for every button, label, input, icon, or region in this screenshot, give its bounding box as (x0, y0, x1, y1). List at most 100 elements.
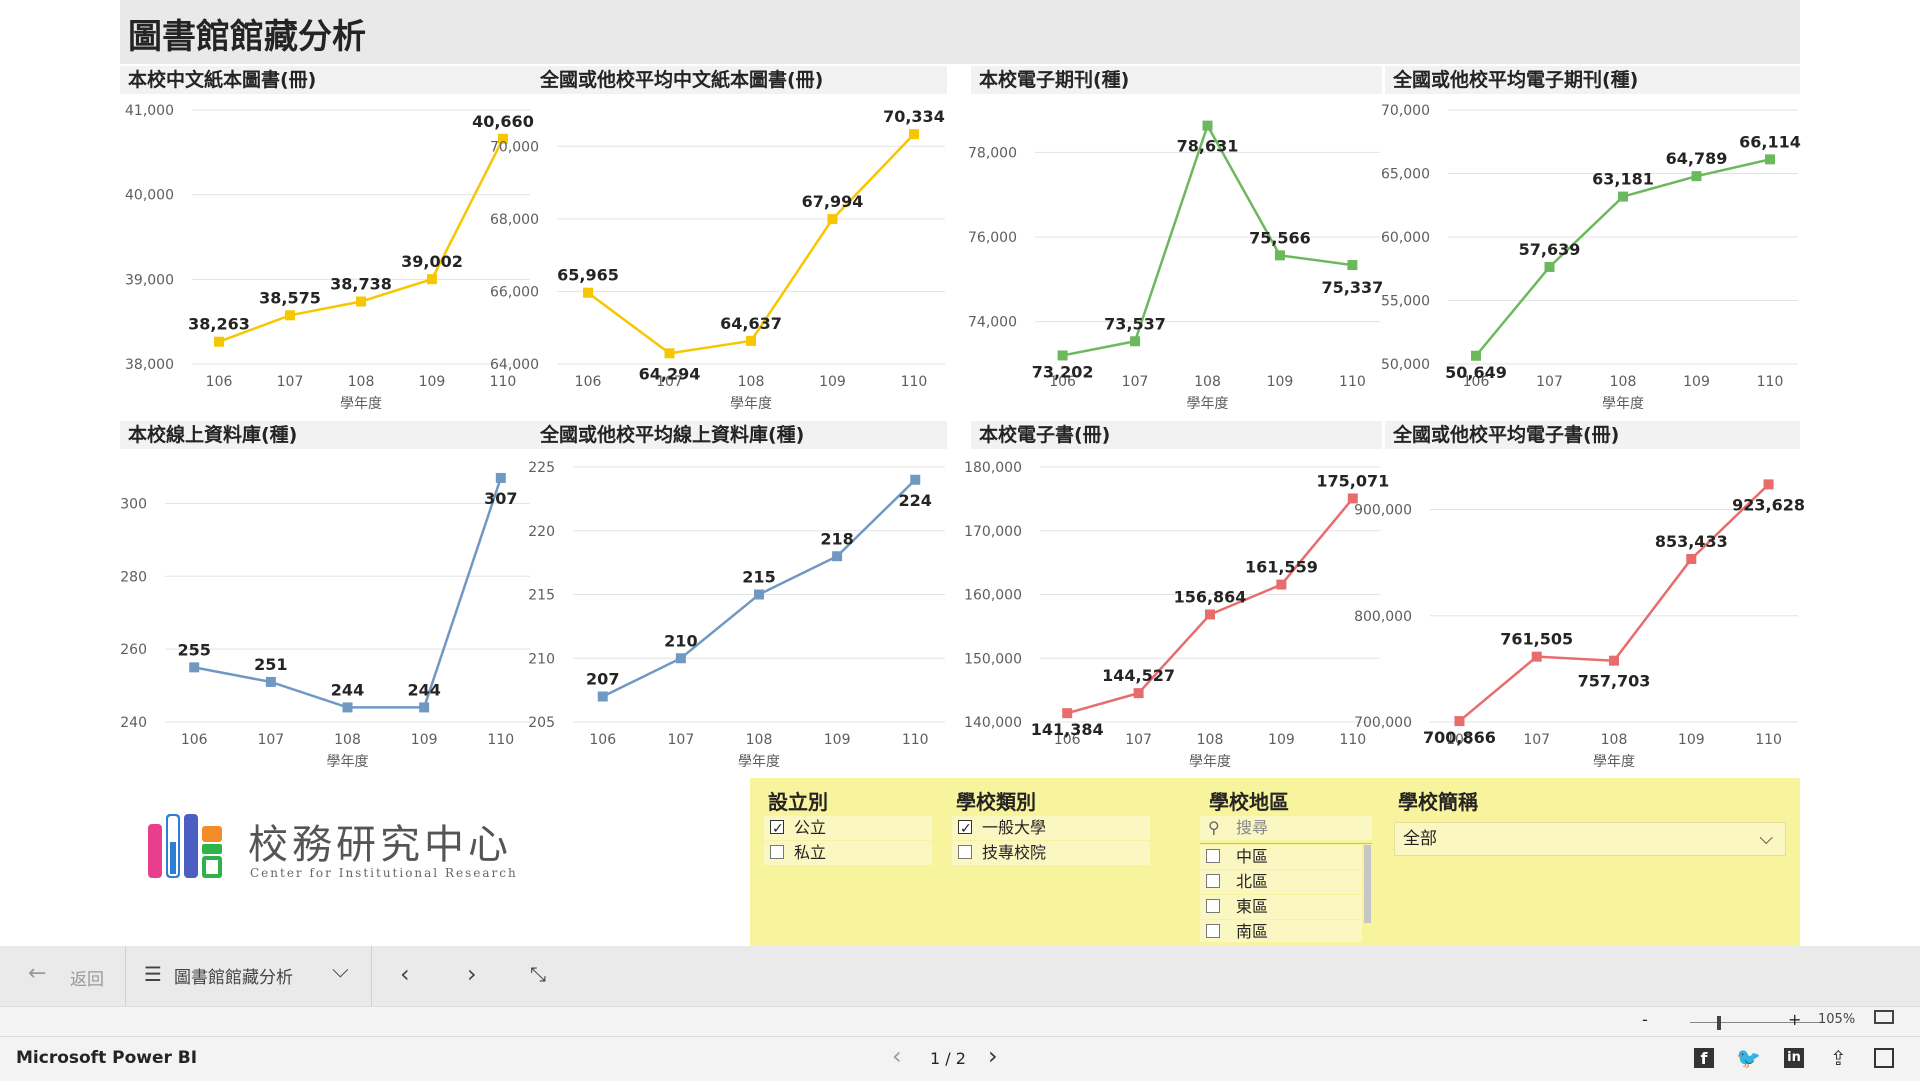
x-tick-label: 107 (277, 374, 304, 390)
data-point[interactable] (1763, 479, 1774, 490)
data-point[interactable] (1691, 171, 1702, 182)
checkbox-unchecked-icon[interactable] (770, 845, 784, 859)
x-tick-label: 110 (902, 732, 929, 748)
logo-subtitle: Center for Institutional Research (250, 866, 518, 880)
chevron-down-icon[interactable]: ⌵ (332, 958, 349, 983)
page-selector-label[interactable]: 圖書館館藏分析 (174, 968, 293, 988)
slicer-setup-option-private[interactable]: 私立 (764, 841, 932, 865)
zoom-slider[interactable]: - + (1642, 1010, 1820, 1032)
checkbox-unchecked-icon[interactable] (1206, 874, 1220, 888)
checkbox-checked-icon[interactable] (770, 817, 784, 841)
data-point[interactable] (583, 287, 594, 298)
data-point[interactable] (356, 296, 366, 307)
fit-to-page-icon[interactable] (1874, 1010, 1894, 1024)
data-label: 761,505 (1500, 630, 1573, 649)
fullscreen-icon[interactable] (1874, 1048, 1894, 1068)
slicer-school-dropdown[interactable]: 全部 ⌵ (1394, 822, 1786, 856)
linkedin-icon[interactable]: in (1784, 1048, 1804, 1068)
data-point[interactable] (1454, 716, 1465, 727)
data-point[interactable] (497, 133, 508, 144)
data-point[interactable] (495, 472, 506, 483)
zoom-thumb[interactable] (1717, 1016, 1721, 1030)
series-line (602, 478, 917, 698)
data-point[interactable] (1544, 261, 1555, 272)
slicer-region-option-central[interactable]: 中區 (1200, 845, 1362, 869)
data-point[interactable] (1609, 655, 1619, 666)
data-label: 73,202 (1032, 362, 1094, 381)
previous-page-footer-icon[interactable]: ‹ (892, 1042, 902, 1070)
data-point[interactable] (189, 662, 200, 673)
next-page-footer-icon[interactable]: › (988, 1042, 998, 1070)
data-point[interactable] (426, 274, 437, 285)
slicer-region-option-east[interactable]: 東區 (1200, 895, 1362, 919)
slicer-region-scrollbar[interactable] (1364, 845, 1371, 923)
data-point[interactable] (1276, 579, 1287, 590)
zoom-out-icon[interactable]: - (1642, 1010, 1648, 1029)
data-point[interactable] (664, 348, 675, 359)
data-point[interactable] (832, 551, 843, 562)
next-page-icon[interactable]: › (467, 960, 477, 988)
data-point[interactable] (1133, 688, 1144, 699)
data-label: 224 (899, 491, 932, 510)
checkbox-unchecked-icon[interactable] (1206, 899, 1220, 913)
back-arrow-icon[interactable]: ← (28, 961, 47, 986)
zoom-in-icon[interactable]: + (1788, 1010, 1802, 1029)
slicer-school-title: 學校簡稱 (1398, 790, 1478, 814)
slicer-region-search[interactable]: ⚲ 搜尋 (1200, 816, 1372, 840)
data-point[interactable] (908, 129, 919, 140)
slicer-region-option-north[interactable]: 北區 (1200, 870, 1362, 894)
chart-title-5: 本校線上資料庫(種) (120, 421, 532, 449)
data-point[interactable] (1686, 553, 1697, 564)
share-icon[interactable]: ⇪ (1830, 1046, 1847, 1070)
data-point[interactable] (1618, 191, 1628, 202)
data-point[interactable] (265, 676, 276, 687)
data-label: 757,703 (1578, 672, 1651, 691)
collapse-icon[interactable]: ⤡ (530, 962, 546, 986)
data-point[interactable] (1471, 350, 1481, 361)
data-point[interactable] (597, 691, 608, 702)
data-point[interactable] (1347, 260, 1358, 271)
y-tick-label: 160,000 (964, 588, 1022, 604)
slicer-region-option-south[interactable]: 南區 (1200, 920, 1362, 942)
data-point[interactable] (1130, 336, 1141, 347)
data-point[interactable] (1347, 493, 1358, 504)
checkbox-unchecked-icon[interactable] (1206, 924, 1220, 938)
data-point[interactable] (1205, 609, 1215, 620)
data-point[interactable] (910, 474, 921, 485)
data-point[interactable] (419, 702, 430, 713)
x-tick-label: 109 (1268, 732, 1295, 748)
data-point[interactable] (754, 589, 764, 600)
data-point[interactable] (675, 653, 686, 664)
data-point[interactable] (827, 214, 838, 225)
data-point[interactable] (1765, 154, 1775, 165)
data-point[interactable] (1531, 651, 1542, 662)
slicer-setup-option-public[interactable]: 公立 (764, 816, 932, 841)
x-tick-label: 109 (1678, 732, 1705, 748)
x-tick-label: 106 (1463, 374, 1490, 390)
data-point[interactable] (342, 702, 353, 713)
checkbox-checked-icon[interactable] (958, 817, 972, 841)
y-tick-label: 64,000 (490, 357, 539, 373)
checkbox-unchecked-icon[interactable] (1206, 849, 1220, 863)
data-point[interactable] (285, 310, 296, 321)
data-point[interactable] (1202, 120, 1213, 131)
previous-page-icon[interactable]: ‹ (400, 960, 410, 988)
twitter-icon[interactable]: 🐦 (1736, 1046, 1761, 1070)
checkbox-unchecked-icon[interactable] (958, 845, 972, 859)
back-button[interactable]: 返回 (70, 970, 104, 990)
slicer-type-option-university[interactable]: 一般大學 (952, 816, 1150, 841)
page-list-icon[interactable]: ☰ (144, 962, 162, 986)
x-tick-label: 109 (419, 374, 446, 390)
data-point[interactable] (214, 336, 225, 347)
chart-title-1: 本校中文紙本圖書(冊) (120, 66, 532, 94)
data-point[interactable] (1274, 250, 1285, 261)
data-point[interactable] (1062, 708, 1073, 719)
x-axis-label: 學年度 (730, 396, 772, 412)
x-tick-label: 108 (334, 732, 361, 748)
slicer-setup-title: 設立別 (768, 790, 828, 814)
facebook-icon[interactable]: f (1694, 1048, 1714, 1068)
slicer-type-option-technical[interactable]: 技專校院 (952, 841, 1150, 865)
data-point[interactable] (1057, 350, 1068, 361)
x-tick-label: 107 (1523, 732, 1550, 748)
data-point[interactable] (746, 335, 756, 346)
